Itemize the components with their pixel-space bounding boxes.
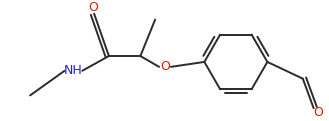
Text: O: O: [88, 1, 98, 14]
Text: NH: NH: [64, 64, 83, 77]
Text: O: O: [160, 60, 170, 73]
Text: O: O: [314, 106, 323, 119]
